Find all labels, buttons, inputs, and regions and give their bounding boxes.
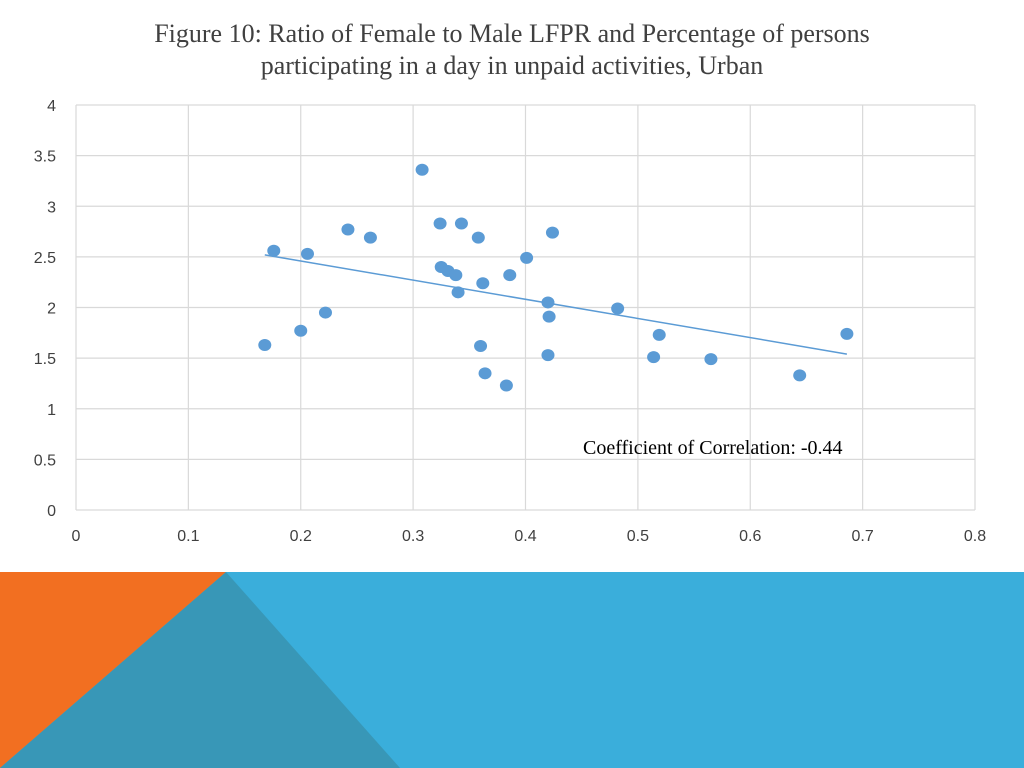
chart-trendline-group — [264, 254, 848, 355]
x-tick-label: 0.8 — [964, 528, 986, 545]
data-point — [476, 277, 490, 290]
data-point — [545, 226, 559, 239]
data-point — [541, 349, 555, 362]
y-tick-label: 4 — [47, 98, 56, 115]
y-tick-label: 2 — [47, 301, 56, 318]
data-point — [611, 302, 625, 315]
x-tick-label: 0.7 — [852, 528, 874, 545]
trendline — [264, 254, 848, 355]
data-point — [454, 217, 468, 230]
data-point — [474, 339, 488, 352]
y-tick-label: 1.5 — [34, 351, 56, 368]
y-tick-label: 0 — [47, 503, 56, 520]
data-point — [840, 327, 854, 340]
chart-grid — [75, 104, 976, 511]
data-point — [294, 324, 308, 337]
data-point — [478, 367, 492, 380]
data-point — [267, 244, 281, 257]
x-tick-label: 0.2 — [290, 528, 312, 545]
data-point — [652, 328, 666, 341]
chart-points — [258, 163, 854, 392]
y-tick-label: 1 — [47, 402, 56, 419]
y-tick-label: 3 — [47, 199, 56, 216]
data-point — [449, 269, 463, 282]
x-tick-label: 0 — [72, 528, 81, 545]
chart-title-line-2: participating in a day in unpaid activit… — [261, 51, 764, 80]
chart-axis-labels: 0 0.1 0.2 0.3 0.4 0.5 0.6 0.7 0.8 0 0.5 1 1.5 2 2.5 3 3.… — [34, 98, 986, 545]
y-tick-label: 0.5 — [34, 452, 56, 469]
data-point — [318, 306, 332, 319]
x-tick-label: 0.4 — [514, 528, 536, 545]
y-tick-label: 3.5 — [34, 149, 56, 166]
data-point — [451, 286, 465, 299]
data-point — [499, 379, 513, 392]
x-tick-label: 0.5 — [627, 528, 649, 545]
y-tick-label: 2.5 — [34, 250, 56, 267]
data-point — [363, 231, 377, 244]
data-point — [541, 296, 555, 309]
footer-teal-triangle — [0, 572, 400, 768]
data-point — [647, 351, 661, 364]
data-point — [503, 269, 517, 282]
x-tick-label: 0.1 — [177, 528, 199, 545]
data-point — [258, 338, 272, 351]
data-point — [793, 369, 807, 382]
data-point — [300, 247, 314, 260]
correlation-annotation: Coefficient of Correlation: -0.44 — [583, 437, 843, 459]
data-point — [341, 223, 355, 236]
data-point — [471, 231, 485, 244]
data-point — [520, 251, 534, 264]
x-tick-label: 0.6 — [739, 528, 761, 545]
x-tick-label: 0.3 — [402, 528, 424, 545]
data-point — [415, 163, 429, 176]
data-point — [542, 310, 556, 323]
chart-title-line-1: Figure 10: Ratio of Female to Male LFPR … — [154, 19, 870, 48]
data-point — [704, 353, 718, 366]
data-point — [433, 217, 447, 230]
scatter-chart: Figure 10: Ratio of Female to Male LFPR … — [34, 19, 986, 545]
